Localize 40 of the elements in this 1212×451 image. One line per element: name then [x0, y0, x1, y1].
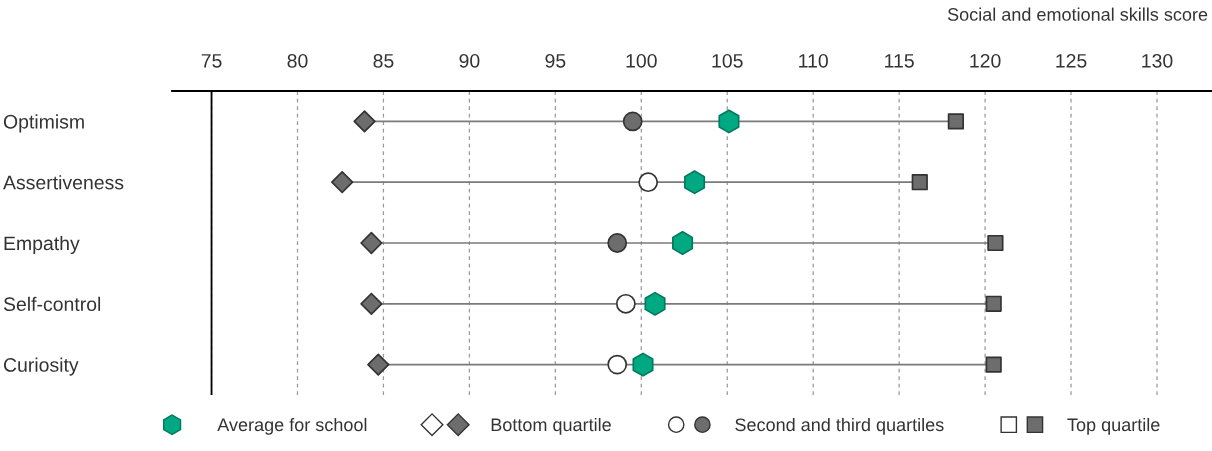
point [985, 295, 1002, 312]
x-tick-label: 85 [373, 53, 394, 68]
x-tick-label: 100 [626, 53, 657, 68]
point [632, 352, 654, 377]
point [987, 234, 1004, 252]
point [947, 113, 964, 130]
point [360, 292, 383, 315]
point [607, 354, 628, 375]
legend-label: Top quartile [1067, 417, 1160, 435]
x-tick-label: 95 [545, 53, 566, 68]
x-tick-label: 115 [885, 54, 914, 68]
x-tick-label: 130 [1142, 53, 1173, 68]
point [360, 231, 383, 255]
y-tick-label: Optimism [3, 114, 84, 133]
x-tick-label: 75 [201, 54, 222, 68]
point [353, 110, 376, 133]
legend-label: Average for school [217, 417, 367, 435]
point [911, 174, 928, 191]
x-tick-label: 120 [970, 53, 1001, 68]
y-tick-label: Curiosity [3, 357, 79, 376]
point [672, 230, 694, 256]
point [331, 171, 354, 194]
y-tick-label: Empathy [4, 235, 80, 255]
x-tick-label: 125 [1056, 53, 1087, 68]
point [638, 172, 659, 193]
x-tick-label: 105 [712, 53, 743, 68]
point [985, 356, 1002, 373]
x-tick-label: 110 [799, 53, 828, 68]
point [718, 109, 740, 134]
point [615, 293, 636, 314]
legend-label: Bottom quartile [491, 417, 611, 435]
point [684, 170, 706, 195]
x-tick-label: 80 [287, 53, 308, 68]
x-axis-title: Social and emotional skills score [947, 7, 1208, 21]
legend-label: Second and third quartiles [735, 417, 944, 435]
point [367, 353, 390, 376]
y-tick-label: Self-control [3, 296, 101, 312]
point [644, 291, 666, 316]
y-tick-label: Assertiveness [3, 175, 124, 190]
x-tick-label: 90 [459, 53, 480, 68]
